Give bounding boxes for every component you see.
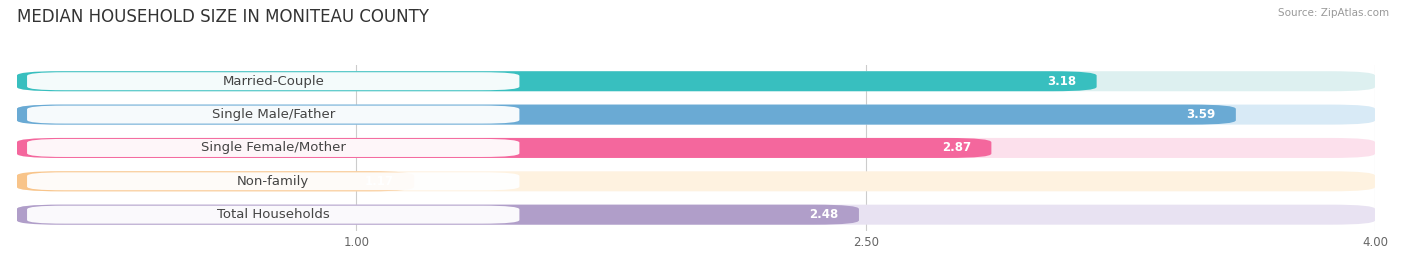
Text: 3.18: 3.18 — [1047, 75, 1076, 88]
FancyBboxPatch shape — [17, 205, 859, 225]
FancyBboxPatch shape — [27, 139, 519, 157]
FancyBboxPatch shape — [17, 105, 1236, 125]
FancyBboxPatch shape — [17, 171, 1375, 191]
FancyBboxPatch shape — [17, 105, 1375, 125]
Text: Married-Couple: Married-Couple — [222, 75, 325, 88]
Text: 2.48: 2.48 — [810, 208, 838, 221]
Text: Single Male/Father: Single Male/Father — [212, 108, 335, 121]
Text: 2.87: 2.87 — [942, 141, 972, 154]
FancyBboxPatch shape — [27, 106, 519, 123]
FancyBboxPatch shape — [17, 205, 1375, 225]
Text: MEDIAN HOUSEHOLD SIZE IN MONITEAU COUNTY: MEDIAN HOUSEHOLD SIZE IN MONITEAU COUNTY — [17, 8, 429, 26]
FancyBboxPatch shape — [27, 206, 519, 224]
FancyBboxPatch shape — [17, 138, 1375, 158]
FancyBboxPatch shape — [17, 138, 991, 158]
FancyBboxPatch shape — [17, 171, 415, 191]
FancyBboxPatch shape — [17, 71, 1097, 91]
FancyBboxPatch shape — [17, 71, 1375, 91]
Text: Single Female/Mother: Single Female/Mother — [201, 141, 346, 154]
FancyBboxPatch shape — [27, 72, 519, 90]
Text: Source: ZipAtlas.com: Source: ZipAtlas.com — [1278, 8, 1389, 18]
Text: Total Households: Total Households — [217, 208, 329, 221]
FancyBboxPatch shape — [27, 172, 519, 190]
Text: 3.59: 3.59 — [1187, 108, 1215, 121]
Text: Non-family: Non-family — [238, 175, 309, 188]
Text: 1.17: 1.17 — [364, 175, 394, 188]
